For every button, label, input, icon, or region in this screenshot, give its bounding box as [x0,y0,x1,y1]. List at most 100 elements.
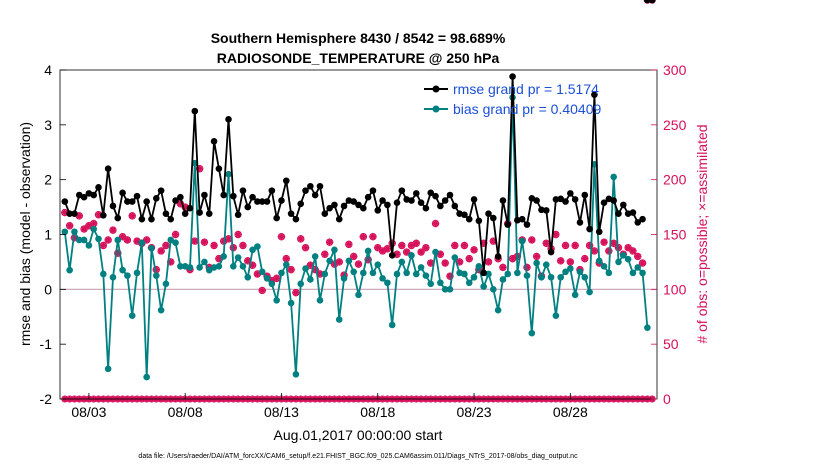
bias-series-point [600,263,608,270]
rmse-series-point [331,201,338,209]
rmse-series-point [244,203,252,211]
obs-assimilated-marker [152,265,160,274]
rmse-series-point [465,215,473,223]
rmse-series-point [119,189,126,197]
bias-series-point [152,272,160,279]
rmse-series-point [610,197,617,204]
rmse-series-point [186,204,194,212]
bias-series-point [567,265,574,272]
rmse-series-point [547,248,555,256]
y-tick-label-right: 300 [663,62,687,78]
obs-assimilated-marker [80,225,88,233]
legend-rmse-marker [432,85,440,93]
rmse-series-point [152,195,160,202]
y-tick-label-right: 0 [663,391,671,407]
bias-series-point [393,270,401,278]
obs-assimilated-marker [229,244,237,252]
rmse-series-point [230,192,237,200]
obs-assimilated-marker [321,250,329,258]
rmse-series-point [648,0,656,4]
obs-assimilated-marker [557,257,565,265]
rmse-series-point [417,199,425,206]
bias-series-point [186,264,194,271]
obs-assimilated-marker [114,249,122,257]
y-axis-left: -2 -1 0 1 2 3 4 [40,62,66,407]
rmse-series-point [143,198,150,205]
obs-assimilated-marker [407,241,416,250]
obs-assimilated-marker [456,258,464,266]
obs-assimilated-marker [369,233,377,241]
bias-series-point [499,276,507,283]
rmse-series-point [552,196,560,203]
y-tick-label-right: 100 [663,281,687,297]
rmse-series-point [80,193,88,201]
bias-series-point [417,264,425,271]
bias-series-point [494,306,502,314]
bias-series-point [177,263,184,270]
bias-series-point [119,266,126,274]
obs-assimilated-marker [590,247,599,255]
rmse-series-point [504,221,512,228]
rmse-series-point [523,221,531,228]
bias-series-point [576,268,584,276]
obs-assimilated-marker [398,241,406,250]
rmse-series-point [470,196,478,203]
rmse-series-point [95,184,102,191]
bias-series-point [80,236,88,244]
bias-series-point [388,321,396,329]
bias-series-point [133,269,141,277]
bias-series-point [302,265,309,272]
obs-assimilated-marker [436,250,444,258]
bias-series-point [470,273,478,281]
bias-series-point [644,324,651,332]
bias-series-point [586,288,593,296]
bias-series-point [379,275,386,282]
rmse-series-point [71,210,78,217]
rmse-series-point [600,199,608,206]
obs-assimilated-marker [350,252,358,261]
obs-assimilated-marker [61,208,69,217]
bias-series-point [297,280,305,288]
bias-series-point [268,280,276,288]
bias-series-point [355,291,362,299]
bias-series-point [71,228,78,236]
obs-assimilated-marker [489,237,497,245]
rmse-series-point [61,198,69,205]
rmse-series-point [109,202,117,210]
obs-assimilated-marker [566,258,574,266]
bias-series-point [538,273,545,281]
bias-series-point [100,270,107,278]
bias-series-point [90,225,98,233]
obs-assimilated-marker [133,237,141,245]
bias-series-point [196,264,203,271]
obs-assimilated-marker [128,212,136,220]
obs-assimilated-marker [378,247,387,255]
y-axis-label: rmse and bias (model - observation) [17,122,33,346]
rmse-series-point [340,202,348,210]
rmse-series-point [128,198,136,205]
bias-series-point [634,264,642,271]
bias-series-point [340,275,348,282]
bias-series-point [542,261,550,268]
obs-assimilated-marker [374,244,382,252]
legend-rmse-label: rmse grand pr = 1.5174 [453,81,599,97]
obs-assimilated-marker [412,239,420,247]
chart-title: Southern Hemisphere 8430 / 8542 = 98.689… [211,30,506,46]
rmse-series-point [104,165,112,172]
y-tick-label-left: 3 [44,117,52,133]
obs-assimilated-marker [301,244,310,252]
rmse-series-point [571,196,579,203]
obs-assimilated-marker [282,255,290,263]
rmse-series-point [239,187,247,194]
obs-assimilated-marker [162,241,170,250]
bias-series-point [220,253,227,260]
obs-assimilated-marker [441,259,449,267]
rmse-series-point [210,137,218,145]
bias-series-point [480,283,487,290]
obs-assimilated-marker [273,274,281,282]
obs-assimilated-marker [326,238,334,246]
bias-series-point [523,272,531,279]
bias-series-point [518,237,526,245]
bias-series-point [85,242,93,249]
bias-series-point [331,246,338,254]
